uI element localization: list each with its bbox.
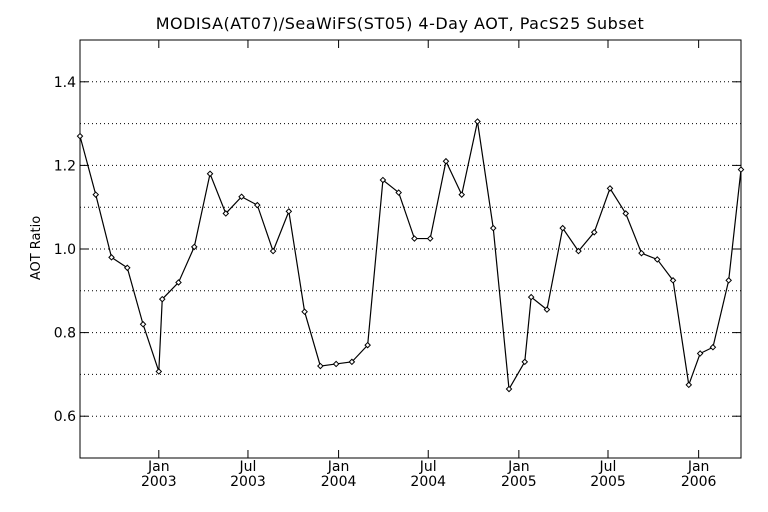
data-point xyxy=(606,185,614,192)
data-point xyxy=(222,210,230,217)
y-tick-label: 0.6 xyxy=(54,409,76,425)
data-point xyxy=(76,132,84,140)
data-point xyxy=(521,358,529,366)
chart-title: MODISA(AT07)/SeaWiFS(ST05) 4-Day AOT, Pa… xyxy=(156,14,645,33)
x-tick-label-month: Jan xyxy=(507,459,530,475)
data-point xyxy=(364,341,371,349)
y-tick-label: 1.2 xyxy=(54,158,76,174)
x-tick-label-year: 2003 xyxy=(141,474,177,490)
data-point xyxy=(442,157,450,165)
data-point xyxy=(379,176,387,184)
data-point xyxy=(317,362,324,370)
y-tick-label: 1.0 xyxy=(54,242,76,258)
x-tick-label-month: Jan xyxy=(147,459,170,475)
plot-border xyxy=(79,39,742,459)
data-point xyxy=(254,201,261,209)
data-point xyxy=(737,166,745,173)
data-point xyxy=(206,170,214,178)
x-tick-label-year: 2005 xyxy=(590,474,626,490)
x-tick-label-year: 2004 xyxy=(410,474,446,490)
data-point xyxy=(653,256,661,263)
x-tick-label-year: 2004 xyxy=(321,474,357,490)
data-point xyxy=(332,360,340,368)
x-tick-label-year: 2006 xyxy=(681,474,717,490)
gridlines xyxy=(80,81,741,417)
x-tick-label-year: 2005 xyxy=(501,474,537,490)
x-tick-label-year: 2003 xyxy=(230,474,266,490)
data-point xyxy=(505,385,513,393)
data-point xyxy=(426,235,434,242)
x-tick-label-month: Jul xyxy=(239,459,257,475)
data-point xyxy=(348,358,356,366)
data-point xyxy=(123,264,131,272)
data-point xyxy=(108,254,115,261)
data-point xyxy=(685,381,693,389)
data-point xyxy=(285,208,293,215)
data-point xyxy=(155,368,163,375)
data-point xyxy=(139,320,147,328)
data-point xyxy=(301,308,308,316)
data-point xyxy=(411,235,418,242)
data-point xyxy=(622,210,630,217)
data-point xyxy=(395,189,402,196)
data-point xyxy=(158,295,166,303)
data-point xyxy=(190,243,198,251)
x-tick-label-month: Jan xyxy=(687,459,710,475)
data-point xyxy=(696,350,704,357)
data-point xyxy=(458,191,466,198)
plot-frame xyxy=(79,39,742,459)
data-point xyxy=(669,277,677,284)
data-point xyxy=(92,191,100,198)
data-point xyxy=(590,228,598,236)
data-point xyxy=(543,306,551,313)
data-point xyxy=(527,293,535,301)
data-point xyxy=(725,277,732,284)
data-point xyxy=(474,118,481,125)
data-point xyxy=(575,247,582,255)
y-axis-ticks: 0.6 0.8 1.0 1.2 1.4 xyxy=(54,75,741,425)
y-tick-label: 0.8 xyxy=(54,326,76,342)
data-point xyxy=(638,249,645,257)
data-point xyxy=(238,193,245,201)
data-point xyxy=(269,247,277,255)
x-tick-label-month: Jul xyxy=(599,459,617,475)
x-axis-ticks: Jan2003Jul2003Jan2004Jul2004Jan2005Jul20… xyxy=(141,40,717,490)
data-point xyxy=(175,279,182,286)
y-tick-label: 1.4 xyxy=(54,75,76,91)
data-point xyxy=(489,224,497,232)
y-axis-label: AOT Ratio xyxy=(29,216,44,280)
x-tick-label-month: Jul xyxy=(419,459,437,475)
data-point xyxy=(559,224,567,232)
series-group xyxy=(76,118,745,393)
x-tick-label-month: Jan xyxy=(327,459,350,475)
data-point xyxy=(709,343,717,351)
